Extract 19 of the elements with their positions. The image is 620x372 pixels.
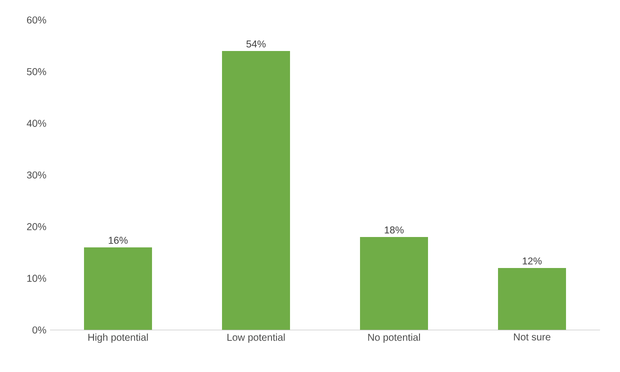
data-label: 12% [522, 257, 542, 264]
x-tick-label: Not sure [514, 334, 550, 340]
y-tick-label: 50% [26, 68, 46, 76]
data-label: 18% [384, 226, 404, 234]
bar [498, 268, 566, 330]
x-tick-label: Low potential [227, 334, 285, 343]
bar [84, 247, 152, 330]
y-tick-label: 10% [27, 274, 46, 282]
y-tick-label: 20% [27, 223, 46, 230]
bar [222, 50, 290, 330]
x-tick-label: High potential [88, 334, 148, 343]
y-tick-label: 60% [27, 16, 46, 24]
y-tick-label: 30% [26, 171, 46, 179]
data-label: 54% [246, 40, 266, 48]
x-tick-label: No potential [368, 334, 420, 343]
y-tick-label: 40% [26, 120, 46, 127]
bar [360, 237, 428, 330]
data-label: 16% [108, 236, 128, 244]
y-tick-label: 0% [32, 326, 46, 334]
